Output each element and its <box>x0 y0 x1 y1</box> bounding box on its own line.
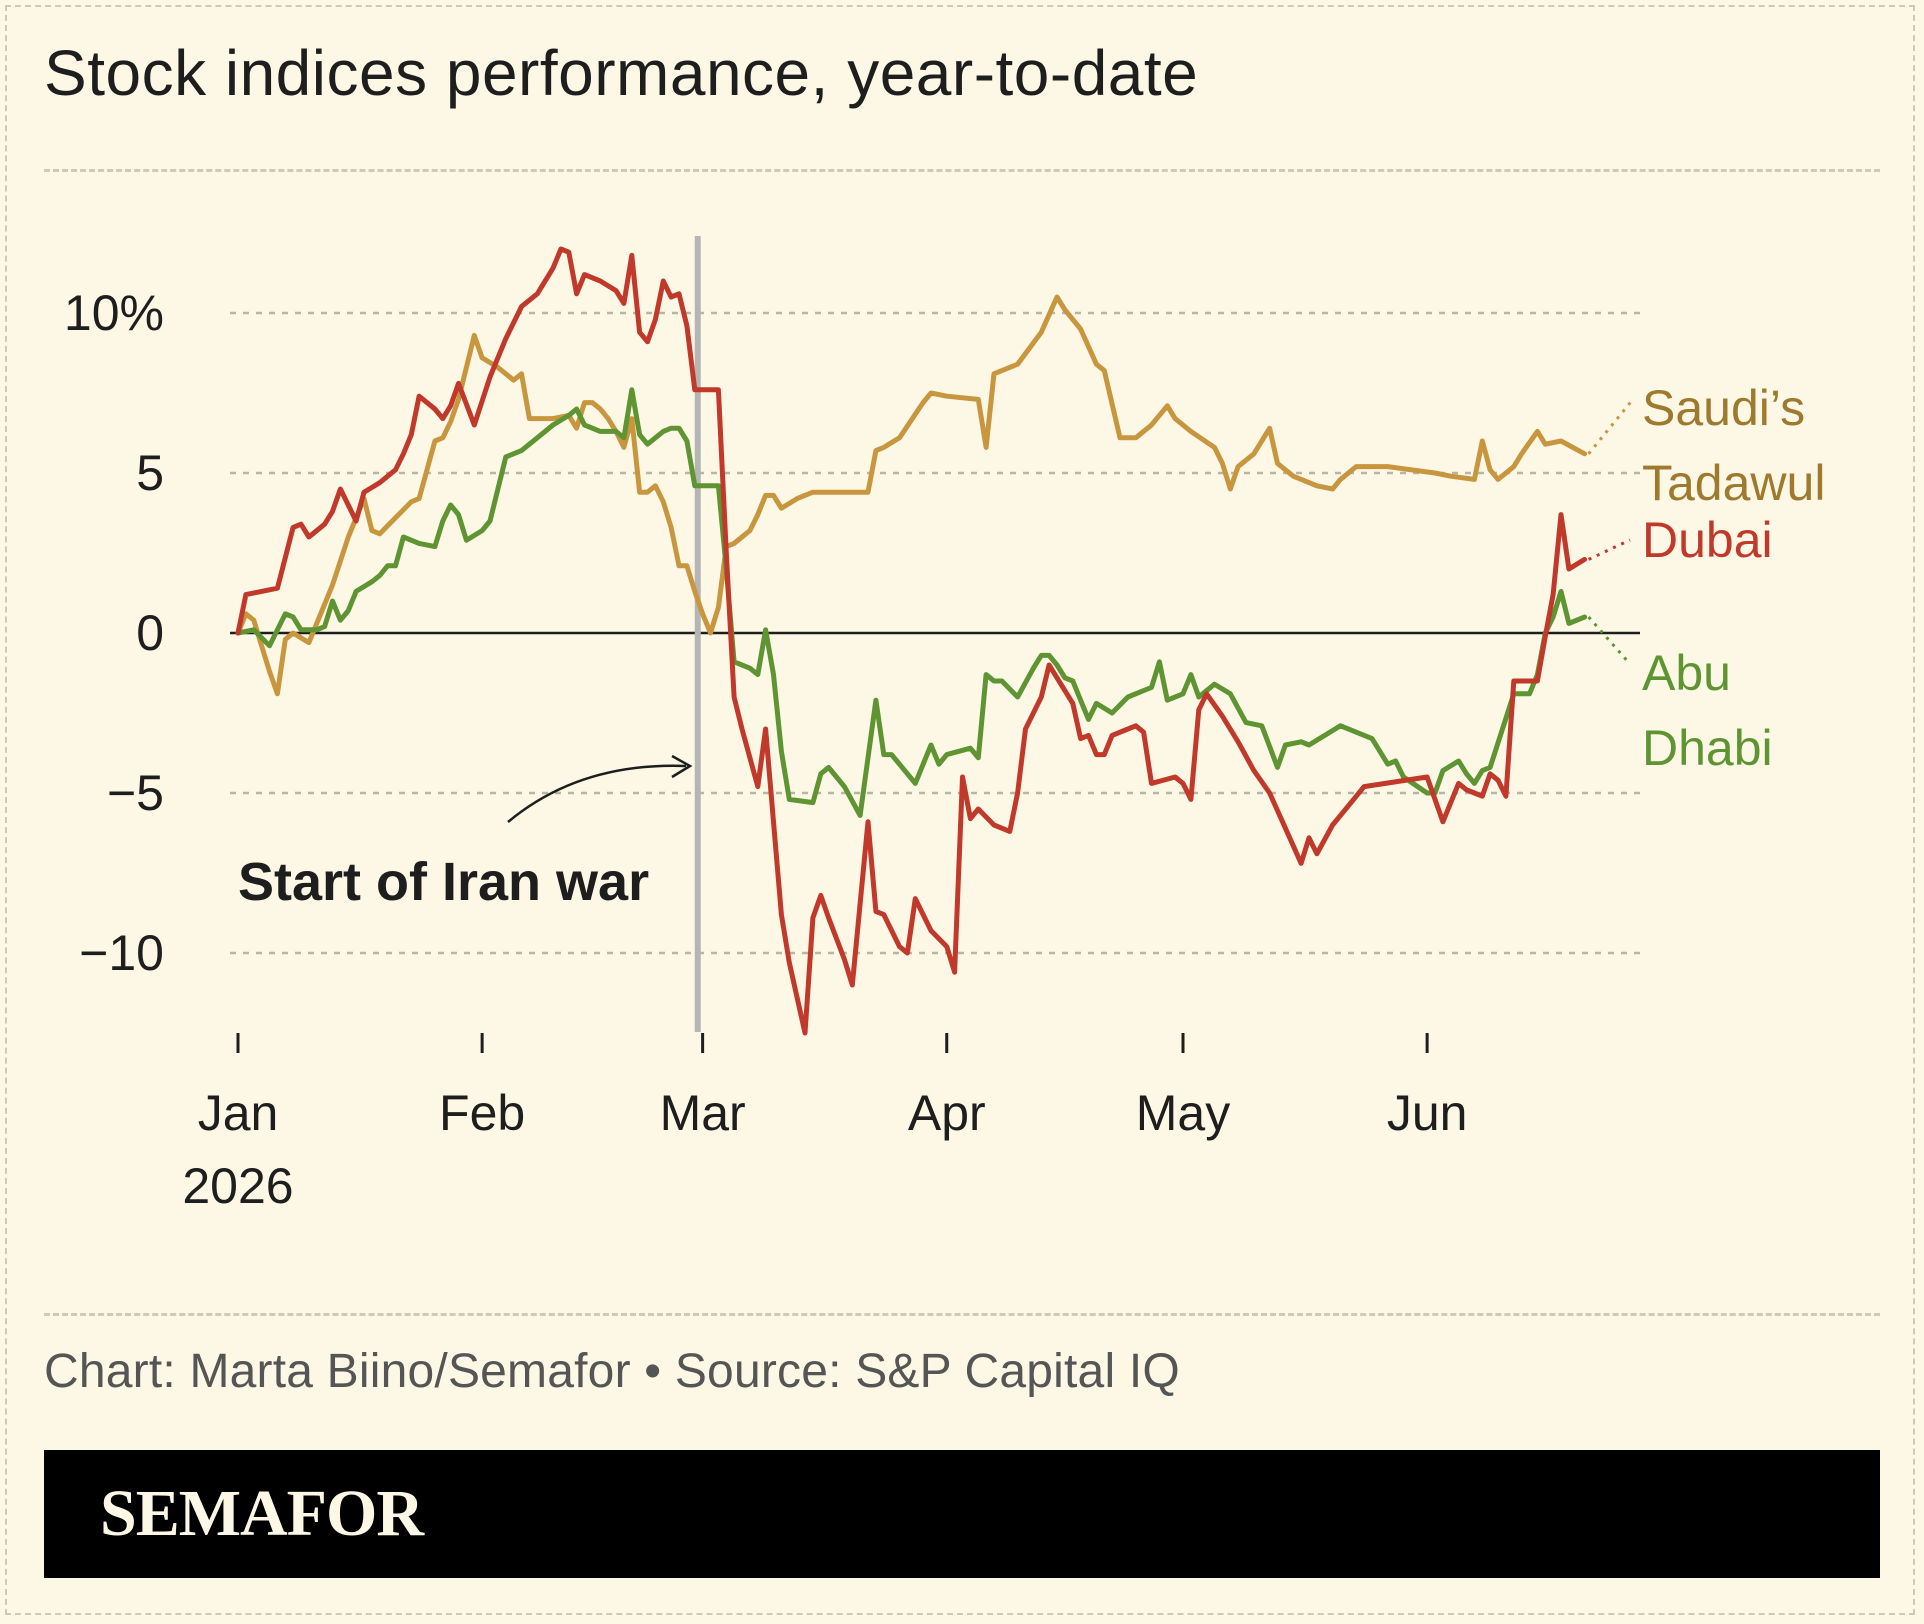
y-tick-label: −10 <box>79 925 164 981</box>
x-tick-label: Feb <box>439 1085 525 1141</box>
brand-logo: SEMAFOR <box>100 1477 424 1550</box>
annotation-label: Start of Iran war <box>238 852 649 912</box>
brand-bar: SEMAFOR <box>44 1450 1880 1578</box>
x-tick-label: Jun <box>1387 1085 1468 1141</box>
annotation-arrowhead <box>671 754 693 779</box>
footer-divider <box>44 1313 1880 1316</box>
series-leader <box>1587 616 1632 665</box>
y-tick-label: 0 <box>136 605 164 661</box>
series-label: Dhabi <box>1642 720 1773 776</box>
x-tick-label: Jan <box>198 1085 279 1141</box>
chart-credit: Chart: Marta Biino/Semafor • Source: S&P… <box>44 1345 1180 1398</box>
series-leader <box>1587 538 1631 561</box>
series-label: Dubai <box>1642 512 1773 568</box>
chart-title: Stock indices performance, year-to-date <box>44 37 1199 109</box>
line-chart: 10% 5 0 −5 −10 Jan 2026 Feb Mar Apr May Jun Saudi’s T… <box>64 236 1825 1214</box>
y-tick-label: −5 <box>107 765 164 821</box>
y-tick-label: 5 <box>136 445 164 501</box>
series-line-dubai <box>235 246 1588 1036</box>
chart-frame <box>5 5 1915 1615</box>
series-leader <box>1587 397 1636 455</box>
x-tick-sublabel: 2026 <box>182 1158 293 1214</box>
series-label: Tadawul <box>1642 455 1825 511</box>
x-tick-label: May <box>1136 1085 1230 1141</box>
title-divider <box>44 169 1880 172</box>
x-tick-label: Apr <box>908 1085 986 1141</box>
series-line-saudi-s-tadawul <box>235 294 1588 697</box>
annotation-arrow <box>507 764 687 823</box>
y-tick-label: 10% <box>64 285 164 341</box>
x-tick-label: Mar <box>660 1085 746 1141</box>
series-line-abu-dhabi <box>235 387 1588 818</box>
series-label: Saudi’s <box>1642 380 1805 436</box>
series-label: Abu <box>1642 645 1731 701</box>
